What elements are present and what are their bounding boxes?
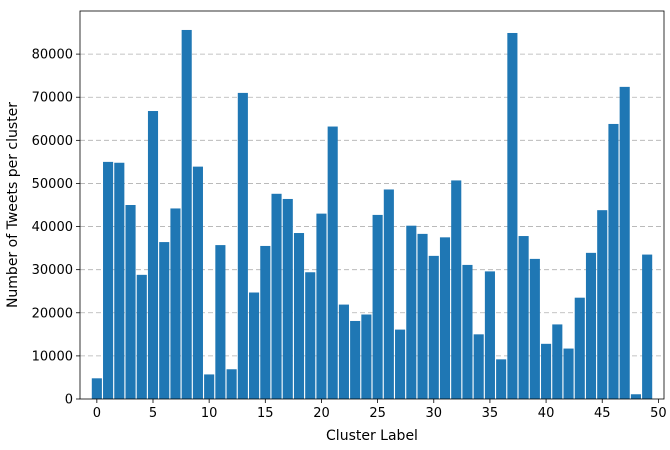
plot-frame: [79, 10, 665, 400]
x-tick-label: 15: [257, 406, 274, 421]
x-tick-label: 50: [650, 406, 667, 421]
bar: [226, 369, 237, 399]
bar: [103, 161, 114, 399]
bar: [395, 329, 406, 399]
y-tick-label: 20000: [32, 306, 73, 321]
x-tick-label: 45: [594, 406, 611, 421]
bar: [91, 378, 102, 399]
bar: [484, 271, 495, 399]
bar: [316, 213, 327, 399]
x-tick-label: 25: [369, 406, 386, 421]
x-tick-label: 5: [149, 406, 157, 421]
bar: [237, 92, 248, 400]
bar: [529, 258, 540, 399]
bar: [451, 180, 462, 399]
y-axis-ticks: 0 10000 20000 30000 40000 50000 60000 70000 8000…: [32, 48, 80, 408]
bar: [428, 255, 439, 399]
bar: [305, 272, 316, 399]
bar: [170, 208, 181, 399]
bar: [350, 320, 361, 399]
y-tick-label: 80000: [32, 48, 73, 63]
bars: [91, 29, 653, 400]
bar: [361, 314, 372, 399]
bar: [597, 210, 608, 399]
bar: [114, 162, 125, 399]
y-tick-label: 50000: [32, 177, 73, 192]
bar: [125, 205, 136, 399]
x-tick-label: 10: [201, 406, 218, 421]
bar: [249, 292, 260, 399]
y-tick-label: 0: [65, 393, 73, 408]
bar: [136, 274, 147, 399]
bar: [204, 374, 215, 399]
bar: [518, 236, 529, 399]
x-axis-label: Cluster Label: [326, 428, 418, 444]
bar: [541, 343, 552, 399]
bar: [608, 123, 619, 399]
bar: [147, 111, 159, 400]
bar: [181, 29, 192, 399]
bar: [282, 198, 293, 399]
bar: [338, 304, 349, 399]
bar: [159, 242, 170, 399]
bar: [630, 394, 641, 399]
x-tick-label: 0: [93, 406, 101, 421]
bar: [383, 189, 394, 399]
bar: [462, 264, 473, 399]
y-axis-label: Number of Tweets per cluster: [5, 102, 21, 308]
bar: [619, 86, 630, 400]
x-tick-label: 20: [313, 406, 330, 421]
y-tick-label: 40000: [32, 220, 73, 235]
bar: [473, 334, 484, 399]
bar: [271, 193, 282, 399]
bar: [585, 252, 597, 399]
bar: [192, 166, 203, 399]
y-tick-label: 10000: [32, 349, 73, 364]
bar: [372, 214, 383, 399]
bar: [507, 32, 518, 400]
bar: [552, 324, 563, 399]
bar: [406, 225, 417, 399]
y-tick-label: 60000: [32, 134, 73, 149]
x-tick-label: 30: [425, 406, 442, 421]
x-axis-ticks: 0 5 10 15 20 25 30 35 40 45 50: [93, 399, 667, 421]
bar: [293, 233, 305, 399]
bar: [439, 237, 451, 399]
bar: [327, 126, 338, 399]
bar: [215, 245, 226, 399]
bar: [574, 297, 585, 399]
y-tick-label: 30000: [32, 263, 73, 278]
bar: [563, 348, 574, 399]
x-tick-label: 35: [482, 406, 499, 421]
y-tick-label: 70000: [32, 91, 73, 106]
bar: [642, 254, 653, 399]
x-tick-label: 40: [538, 406, 555, 421]
bar: [260, 245, 271, 399]
bar: [417, 233, 428, 399]
bar: [496, 359, 507, 399]
